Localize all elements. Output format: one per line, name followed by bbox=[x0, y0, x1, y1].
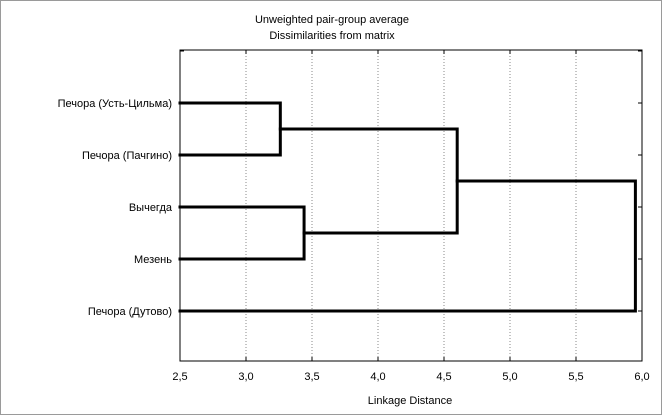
x-tick-label: 5,5 bbox=[568, 371, 583, 383]
cluster-link bbox=[178, 179, 637, 313]
leaf-label: Вычегда bbox=[129, 202, 173, 214]
x-tick-labels: 2,5 3,0 3,5 4,0 4,5 5,0 5,5 6,0 bbox=[172, 371, 649, 383]
chart-subtitle: Dissimilarities from matrix bbox=[269, 30, 395, 42]
leaf-label: Мезень bbox=[134, 254, 172, 266]
x-tick-label: 3,5 bbox=[304, 371, 319, 383]
cluster-link bbox=[278, 127, 459, 235]
leaf-label: Печора (Усть-Цильма) bbox=[58, 98, 172, 110]
chart-title: Unweighted pair-group average bbox=[255, 14, 409, 26]
x-axis-label: Linkage Distance bbox=[368, 395, 452, 407]
x-tick-label: 2,5 bbox=[172, 371, 187, 383]
leaf-label: Печора (Дутово) bbox=[88, 306, 172, 318]
x-tick-label: 4,0 bbox=[370, 371, 385, 383]
x-tick-label: 3,0 bbox=[238, 371, 253, 383]
leaf-label: Печора (Пачгино) bbox=[82, 150, 172, 162]
dendrogram-links bbox=[178, 101, 637, 313]
x-tick-label: 6,0 bbox=[634, 371, 649, 383]
axis-ticks bbox=[179, 50, 643, 361]
x-tick-label: 5,0 bbox=[502, 371, 517, 383]
cluster-link bbox=[178, 101, 282, 157]
cluster-link bbox=[178, 205, 306, 261]
x-tick-label: 4,5 bbox=[436, 371, 451, 383]
leaf-labels: Печора (Усть-Цильма) Печора (Пачгино) Выче… bbox=[58, 98, 173, 318]
